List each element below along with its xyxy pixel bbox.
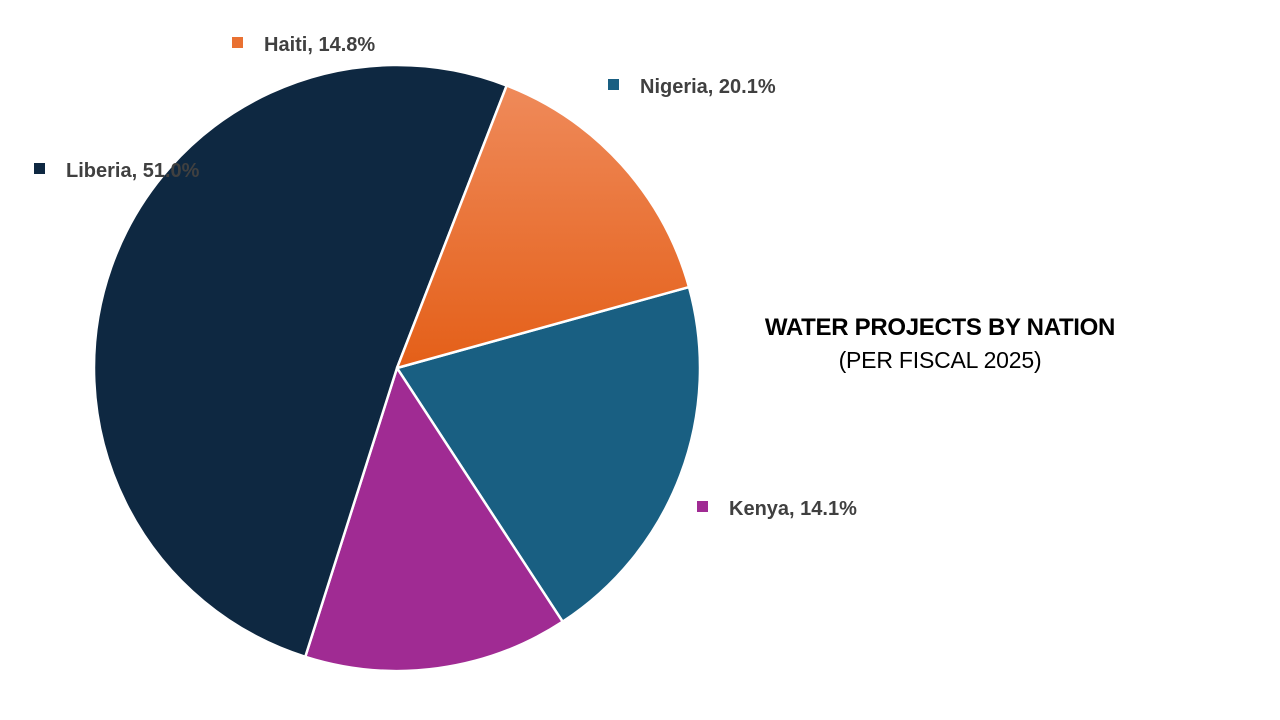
pie-slice-haiti: [395, 84, 691, 370]
pie-slice-liberia: [92, 63, 508, 659]
pie-slices: [92, 63, 702, 673]
legend-key-haiti: [232, 37, 243, 48]
pie-slice-kenya: [304, 366, 564, 673]
legend-key-kenya: [697, 501, 708, 512]
data-label-kenya: Kenya, 14.1%: [729, 498, 857, 520]
slice-labels: Nigeria, 20.1% Kenya, 14.1% Liberia, 51.0%…: [34, 34, 857, 520]
slice-label-kenya: Kenya, 14.1%: [697, 498, 857, 520]
data-label-nigeria: Nigeria, 20.1%: [640, 76, 776, 98]
legend-key-nigeria: [608, 79, 619, 90]
legend-key-liberia: [34, 163, 45, 174]
data-label-haiti: Haiti, 14.8%: [264, 34, 375, 56]
pie-slice-nigeria: [395, 285, 702, 623]
chart-title: WATER PROJECTS BY NATION: [764, 314, 1116, 341]
slice-label-liberia: Liberia, 51.0%: [34, 160, 200, 182]
chart-subtitle: (PER FISCAL 2025): [838, 347, 1042, 373]
slice-label-haiti: Haiti, 14.8%: [232, 34, 375, 56]
chart-title-block: WATER PROJECTS BY NATION (PER FISCAL 202…: [700, 312, 1180, 376]
slice-label-nigeria: Nigeria, 20.1%: [608, 76, 776, 98]
data-label-liberia: Liberia, 51.0%: [66, 160, 200, 182]
